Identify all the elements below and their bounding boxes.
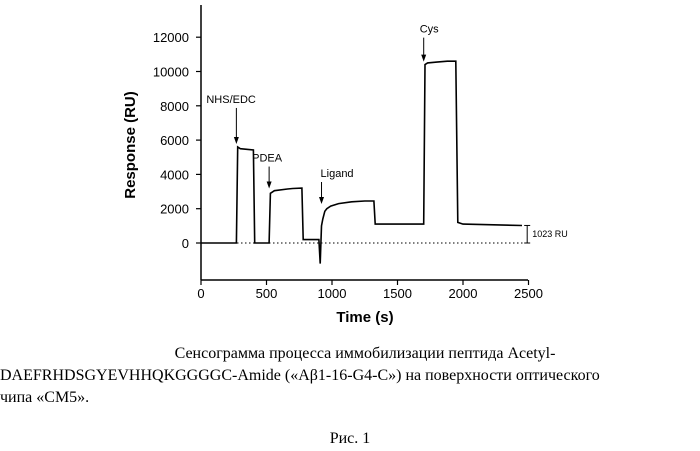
- x-axis-title: Time (s): [336, 309, 393, 326]
- annotations: NHS/EDC PDEA Ligand Cys: [206, 24, 439, 204]
- caption-line-2: DAEFRHDSGYEVHHQKGGGGC-Amide («Aβ1-16-G4-…: [0, 365, 700, 387]
- annotation-label: Cys: [420, 24, 439, 36]
- y-tick-label: 4000: [160, 167, 189, 182]
- sensorgram-chart: 0 500 1000 1500 2000 2500 0 2000 4000 6000 8000 10…: [0, 0, 700, 340]
- x-tick-label: 2000: [449, 286, 478, 301]
- bracket-label: 1023 RU: [532, 229, 568, 239]
- annotation-arrow-head: [421, 55, 426, 62]
- annotation-label: PDEA: [252, 153, 283, 165]
- annotation-arrow-head: [234, 137, 239, 144]
- annotation-label: Ligand: [321, 168, 354, 180]
- y-tick-label: 10000: [153, 65, 189, 80]
- y-tick-label: 12000: [153, 30, 189, 45]
- x-tick-label: 2500: [514, 286, 543, 301]
- x-ticks: 0 500 1000 1500 2000 2500: [197, 280, 543, 301]
- y-tick-label: 2000: [160, 202, 189, 217]
- sensorgram-trace: [201, 61, 522, 263]
- x-tick-label: 0: [197, 286, 204, 301]
- annotation-label: NHS/EDC: [206, 94, 256, 106]
- caption-line-1: Сенсограмма процесса иммобилизации пепти…: [0, 343, 700, 365]
- x-tick-label: 1000: [318, 286, 347, 301]
- x-tick-label: 1500: [383, 286, 412, 301]
- y-tick-label: 8000: [160, 99, 189, 114]
- x-tick-label: 500: [256, 286, 278, 301]
- annotation-arrow-head: [319, 197, 324, 204]
- y-tick-label: 6000: [160, 133, 189, 148]
- y-tick-label: 0: [182, 236, 189, 251]
- figure-caption: Сенсограмма процесса иммобилизации пепти…: [0, 343, 700, 409]
- figure-label: Рис. 1: [0, 430, 700, 448]
- annotation-arrow-head: [267, 182, 272, 189]
- y-ticks: 0 2000 4000 6000 8000 10000 12000: [153, 30, 201, 251]
- caption-line-3: чипа «CM5».: [0, 387, 700, 409]
- final-response-bracket: 1023 RU: [524, 225, 568, 243]
- y-axis-title: Response (RU): [122, 91, 139, 199]
